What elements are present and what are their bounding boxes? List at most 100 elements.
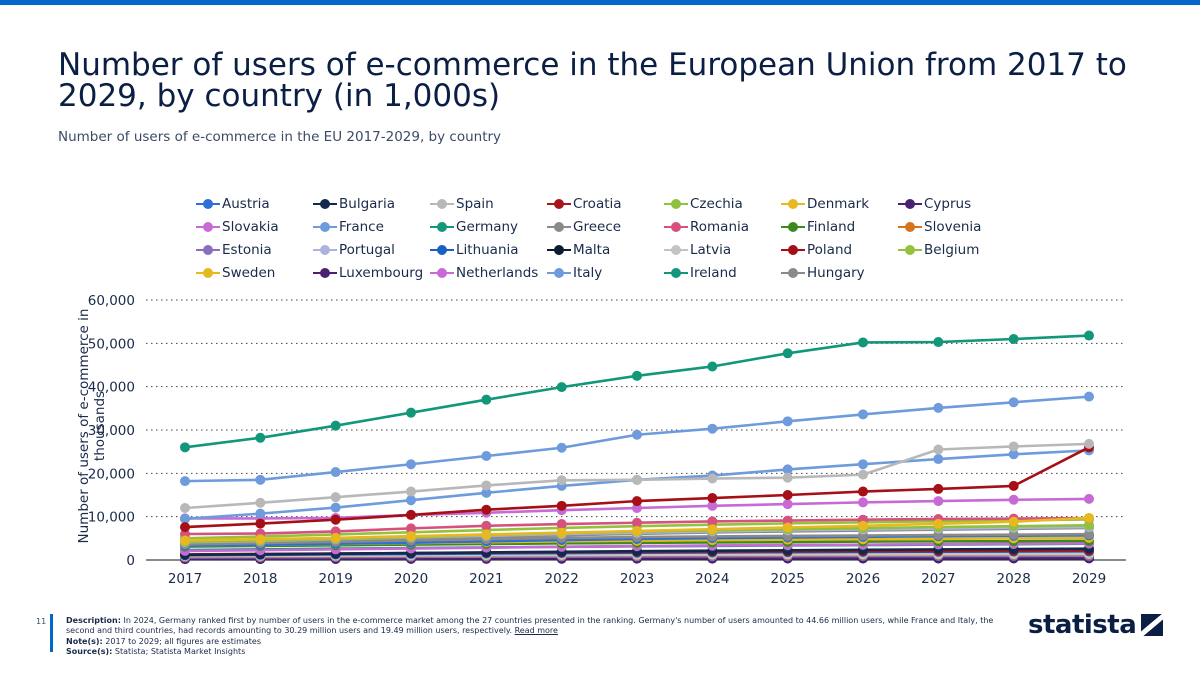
data-point (180, 442, 190, 453)
data-point (782, 348, 793, 359)
data-point (1084, 391, 1094, 402)
legend-item[interactable]: Slovenia (898, 217, 981, 237)
legend-marker-icon (547, 194, 571, 214)
data-point (782, 472, 793, 483)
legend-item[interactable]: Greece (547, 217, 621, 237)
source-line: Source(s): Statista; Statista Market Ins… (66, 647, 996, 657)
data-point (255, 518, 266, 529)
data-point (556, 527, 567, 538)
legend-label: Netherlands (456, 265, 539, 281)
x-tick-label: 2021 (469, 571, 503, 587)
legend-item[interactable]: Finland (781, 217, 855, 237)
legend-item[interactable]: Croatia (547, 194, 622, 214)
data-point (933, 337, 944, 348)
data-point (707, 493, 718, 504)
logo-mark-icon (1141, 614, 1164, 636)
legend-label: Slovenia (924, 219, 982, 235)
data-point (707, 423, 718, 434)
y-tick-label: 30,000 (88, 423, 135, 439)
legend-item[interactable]: Estonia (196, 240, 272, 260)
data-point (180, 476, 190, 487)
legend-item[interactable]: Germany (430, 217, 518, 237)
data-point (1008, 397, 1019, 408)
legend-item[interactable]: Spain (430, 194, 494, 214)
legend-item[interactable]: Sweden (196, 263, 275, 283)
data-point (330, 514, 341, 525)
data-point (632, 474, 642, 485)
legend-marker-icon (898, 194, 922, 214)
legend-item[interactable]: Luxembourg (313, 263, 423, 283)
x-tick-label: 2024 (695, 571, 729, 587)
legend-item[interactable]: France (313, 217, 384, 237)
legend-item[interactable]: Latvia (664, 240, 731, 260)
legend-marker-icon (196, 194, 220, 214)
top-accent-bar (0, 0, 1200, 5)
data-point (1084, 493, 1094, 504)
x-tick-label: 2029 (1072, 571, 1106, 587)
legend-item[interactable]: Lithuania (430, 240, 519, 260)
source-text: Statista; Statista Market Insights (114, 646, 246, 656)
y-tick-label: 50,000 (88, 336, 135, 352)
data-point (858, 337, 868, 348)
legend-item[interactable]: Hungary (781, 263, 865, 283)
data-point (180, 503, 190, 513)
legend-marker-icon (430, 217, 454, 237)
legend-item[interactable]: Ireland (664, 263, 737, 283)
chart-subtitle: Number of users of e-commerce in the EU … (58, 129, 502, 145)
data-point (933, 454, 944, 465)
data-point (481, 529, 492, 540)
data-point (782, 490, 793, 500)
data-point (180, 522, 190, 533)
data-point (406, 495, 416, 506)
series-poland (180, 442, 1094, 533)
legend-item[interactable]: Austria (196, 194, 270, 214)
legend-item[interactable]: Portugal (313, 240, 395, 260)
data-point (330, 532, 341, 543)
legend-marker-icon (781, 240, 805, 260)
data-point (1084, 330, 1094, 341)
notes-text: 2017 to 2029; all figures are estimates (105, 636, 262, 646)
legend-item[interactable]: Belgium (898, 240, 979, 260)
data-point (556, 382, 567, 393)
legend-item[interactable]: Bulgaria (313, 194, 395, 214)
y-tick-label: 0 (126, 553, 135, 569)
source-label: Source(s): (66, 646, 113, 656)
data-point (858, 409, 868, 420)
data-point (406, 486, 416, 497)
legend-marker-icon (781, 194, 805, 214)
data-point (858, 497, 868, 508)
legend-label: Hungary (807, 265, 865, 281)
statista-logo[interactable]: statista (1028, 610, 1164, 640)
data-point (707, 473, 718, 484)
legend-item[interactable]: Poland (781, 240, 852, 260)
legend-label: Italy (573, 265, 603, 281)
data-point (406, 407, 416, 418)
data-point (330, 502, 341, 513)
legend-item[interactable]: Denmark (781, 194, 869, 214)
legend-item[interactable]: Slovakia (196, 217, 279, 237)
x-tick-label: 2028 (996, 571, 1030, 587)
legend-marker-icon (313, 240, 337, 260)
legend-label: Luxembourg (339, 265, 424, 281)
legend-label: Denmark (807, 196, 870, 212)
page-number: 11 (36, 617, 47, 626)
x-tick-label: 2018 (243, 571, 277, 587)
legend-label: Finland (807, 219, 856, 235)
legend-item[interactable]: Italy (547, 263, 602, 283)
legend-item[interactable]: Cyprus (898, 194, 971, 214)
notes-line: Note(s): 2017 to 2029; all figures are e… (66, 637, 996, 647)
legend-item[interactable]: Malta (547, 240, 610, 260)
legend-label: Latvia (690, 242, 732, 258)
legend-label: Malta (573, 242, 611, 258)
data-point (330, 467, 341, 478)
legend-label: Cyprus (924, 196, 972, 212)
legend-item[interactable]: Romania (664, 217, 749, 237)
legend-item[interactable]: Netherlands (430, 263, 538, 283)
legend-item[interactable]: Czechia (664, 194, 743, 214)
data-point (481, 480, 492, 491)
legend-marker-icon (781, 217, 805, 237)
data-point (1084, 438, 1094, 449)
read-more-link[interactable]: Read more (514, 626, 558, 636)
chart-title: Number of users of e-commerce in the Eur… (58, 47, 1127, 114)
data-point (858, 486, 868, 497)
